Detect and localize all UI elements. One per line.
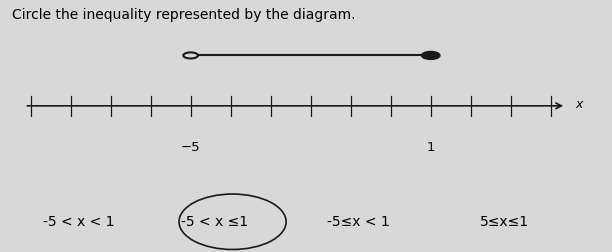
Text: -5 < x < 1: -5 < x < 1 bbox=[43, 215, 114, 229]
Circle shape bbox=[184, 52, 198, 58]
Text: Circle the inequality represented by the diagram.: Circle the inequality represented by the… bbox=[12, 8, 356, 22]
Text: 5≤x≤1: 5≤x≤1 bbox=[480, 215, 529, 229]
Text: x: x bbox=[575, 98, 583, 111]
Circle shape bbox=[422, 52, 439, 59]
Text: 1: 1 bbox=[427, 141, 435, 154]
Text: -5≤x < 1: -5≤x < 1 bbox=[327, 215, 390, 229]
Text: -5 < x ≤1: -5 < x ≤1 bbox=[181, 215, 248, 229]
Text: −5: −5 bbox=[181, 141, 201, 154]
